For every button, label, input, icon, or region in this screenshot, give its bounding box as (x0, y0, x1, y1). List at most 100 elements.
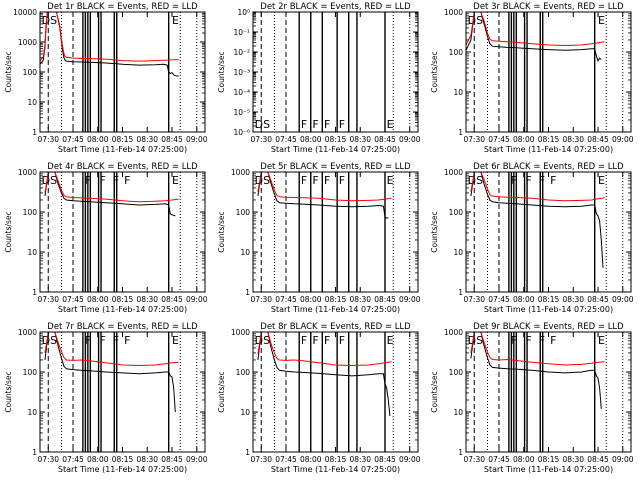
x-tick-label: 08:45 (374, 455, 396, 464)
x-tick-label: 07:45 (488, 455, 510, 464)
x-tick-label: 08:30 (136, 295, 158, 304)
x-tick-label: 07:45 (275, 295, 297, 304)
lld-series-line (465, 11, 605, 47)
x-tick-label: 08:30 (562, 135, 584, 144)
x-tick-label: 07:30 (37, 135, 59, 144)
marker-label: E (598, 334, 605, 347)
marker-label: DS (255, 118, 270, 131)
marker-label: F (312, 174, 318, 187)
x-tick-label: 07:45 (488, 135, 510, 144)
y-axis-label: Counts/sec (217, 371, 226, 412)
x-tick-label: 08:45 (161, 295, 183, 304)
y-tick-label: 1000 (231, 168, 250, 177)
x-tick-label: 09:00 (186, 455, 208, 464)
marker-label: E (172, 334, 179, 347)
x-tick-label: 08:00 (300, 295, 322, 304)
marker-label: E (172, 174, 179, 187)
marker-label: DS (468, 174, 483, 187)
marker-label: DS (42, 334, 57, 347)
marker-label: F (339, 334, 345, 347)
marker-label: F (324, 334, 330, 347)
marker-label: F (511, 174, 517, 187)
x-tick-label: 08:00 (87, 455, 109, 464)
y-axis-label: Counts/sec (430, 371, 439, 412)
x-tick-label: 08:30 (136, 135, 158, 144)
y-tick-label: 10⁻² (233, 48, 250, 57)
x-tick-label: 07:30 (463, 295, 485, 304)
x-tick-label: 08:15 (325, 135, 347, 144)
events-series-line (44, 171, 176, 217)
x-tick-label: 07:30 (250, 295, 272, 304)
y-tick-label: 10 (27, 248, 37, 257)
panel-title: Det 9r BLACK = Events, RED = LLD (473, 322, 624, 332)
x-tick-label: 08:30 (349, 135, 371, 144)
marker-label: F (550, 174, 556, 187)
marker-label: E (172, 14, 179, 27)
marker-label: F (539, 334, 545, 347)
x-axis-label: Start Time (11-Feb-14 07:25:00) (484, 465, 613, 474)
x-tick-label: 07:45 (275, 455, 297, 464)
marker-label: F (85, 174, 91, 187)
x-tick-label: 08:30 (562, 455, 584, 464)
y-axis-label: Counts/sec (4, 51, 13, 92)
y-tick-label: 1000 (18, 38, 37, 47)
marker-label: F (324, 174, 330, 187)
y-axis-label: Counts/sec (430, 211, 439, 252)
x-axis-label: Start Time (11-Feb-14 07:25:00) (271, 305, 400, 314)
x-axis-label: Start Time (11-Feb-14 07:25:00) (484, 305, 613, 314)
x-tick-label: 09:00 (612, 135, 634, 144)
x-tick-label: 07:30 (250, 135, 272, 144)
marker-label: F (324, 118, 330, 131)
marker-label: F (312, 118, 318, 131)
marker-label: E (598, 174, 605, 187)
x-tick-label: 07:30 (463, 455, 485, 464)
marker-label: E (387, 118, 394, 131)
y-tick-label: 10 (27, 408, 37, 417)
x-tick-label: 07:45 (62, 295, 84, 304)
marker-label: E (598, 14, 605, 27)
marker-label: E (387, 334, 394, 347)
marker-label: DS (468, 334, 483, 347)
x-axis-label: Start Time (11-Feb-14 07:25:00) (271, 145, 400, 154)
y-tick-label: 100 (23, 68, 38, 77)
x-tick-label: 08:45 (374, 135, 396, 144)
marker-label: DS (468, 14, 483, 27)
x-tick-label: 07:45 (62, 455, 84, 464)
x-tick-label: 07:30 (37, 295, 59, 304)
y-tick-label: 10⁻³ (233, 68, 250, 77)
y-tick-label: 1 (245, 288, 250, 297)
events-series-line (470, 331, 602, 409)
x-tick-label: 08:00 (87, 295, 109, 304)
marker-label: DS (42, 174, 57, 187)
marker-label: DS (255, 334, 270, 347)
x-tick-label: 08:00 (513, 295, 535, 304)
x-tick-label: 08:00 (513, 135, 535, 144)
y-tick-label: 1 (458, 128, 463, 137)
y-tick-label: 1000 (18, 328, 37, 337)
marker-label: F (124, 334, 130, 347)
x-tick-label: 08:45 (587, 295, 609, 304)
x-tick-label: 08:00 (513, 455, 535, 464)
y-tick-label: 10000 (13, 8, 37, 17)
y-tick-label: 10 (453, 88, 463, 97)
y-tick-label: 10 (240, 408, 250, 417)
y-tick-label: 1000 (444, 8, 463, 17)
y-axis-label: Counts/sec (4, 211, 13, 252)
x-tick-label: 07:30 (250, 455, 272, 464)
y-tick-label: 1 (458, 448, 463, 457)
events-series-line (44, 331, 176, 413)
x-tick-label: 08:00 (87, 135, 109, 144)
y-axis-label: Counts/sec (430, 51, 439, 92)
y-tick-label: 10 (453, 408, 463, 417)
y-axis-label: Counts/sec (217, 211, 226, 252)
marker-label: F (525, 334, 531, 347)
y-tick-label: 1000 (231, 328, 250, 337)
events-series-line (39, 11, 179, 77)
x-axis-label: Start Time (11-Feb-14 07:25:00) (58, 465, 187, 474)
marker-label: F (550, 334, 556, 347)
marker-label: E (387, 174, 394, 187)
